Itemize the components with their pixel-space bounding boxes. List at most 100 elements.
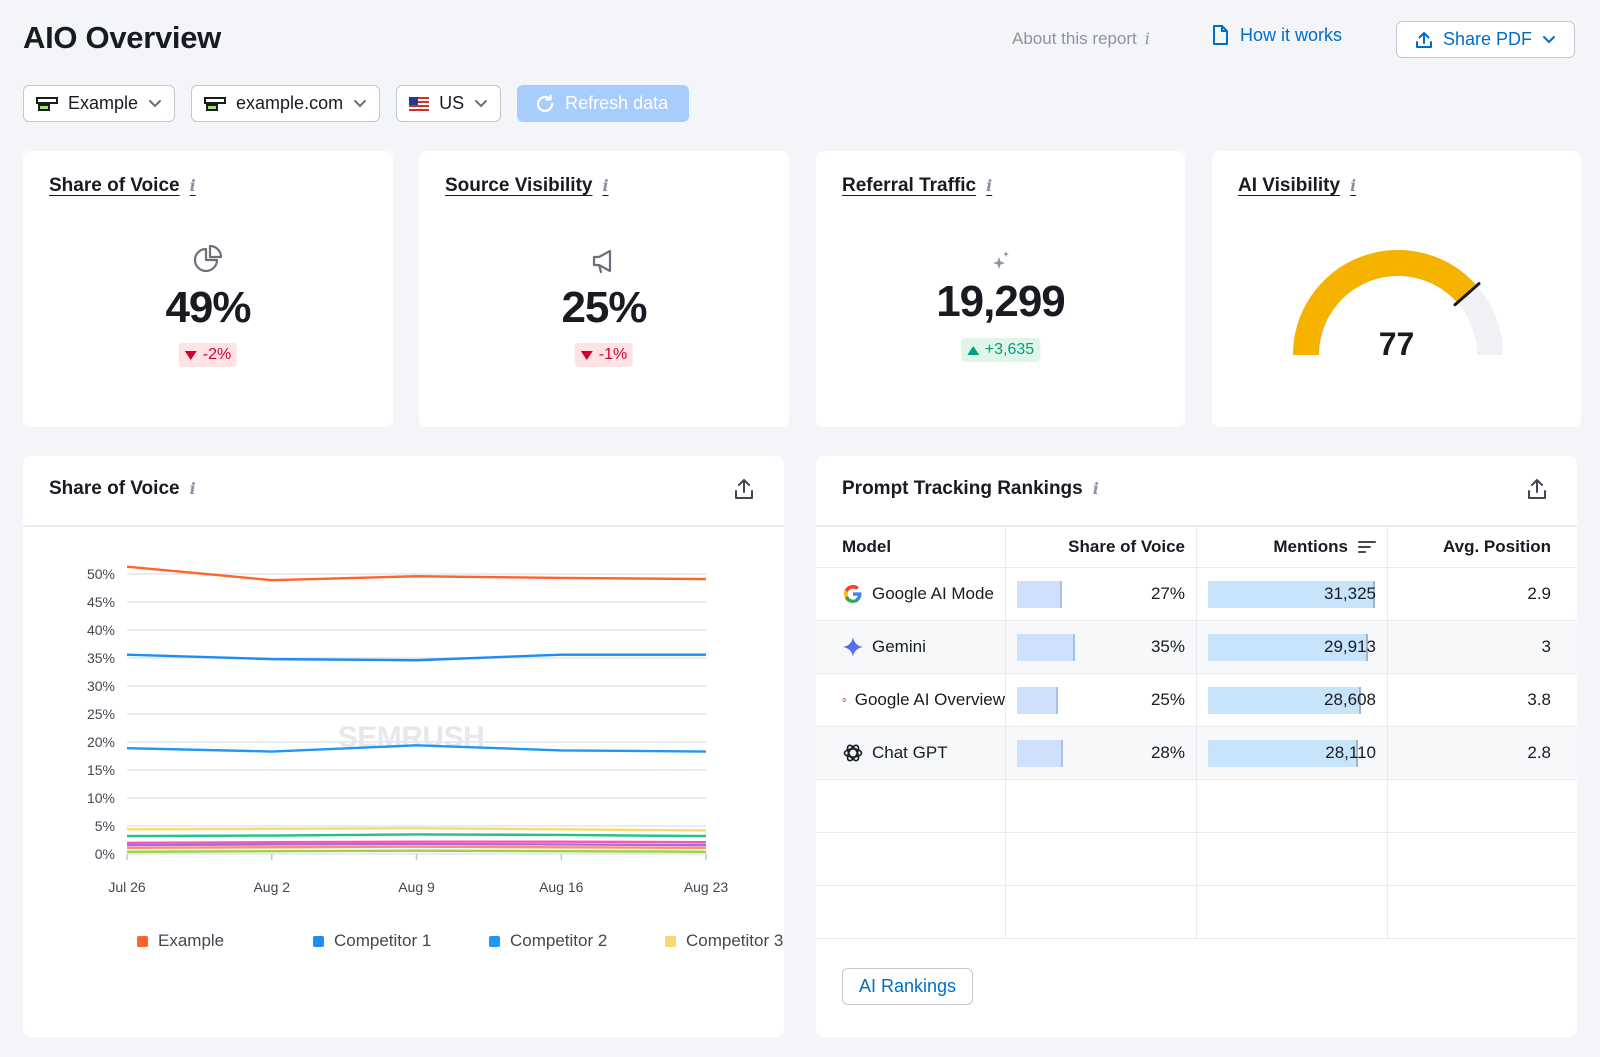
- panel-divider: [23, 525, 784, 527]
- sov-value: 25%: [1150, 690, 1185, 709]
- project-select[interactable]: Example: [23, 85, 176, 122]
- series-line[interactable]: [126, 842, 707, 847]
- series-line[interactable]: [126, 845, 707, 850]
- series-line[interactable]: [126, 849, 707, 853]
- share-of-voice-panel: Share of Voice i 0% 5% 10% 15% 20% 25% 30% 35% 4…: [23, 456, 784, 1037]
- gemini-icon: [843, 637, 863, 657]
- legend-swatch: [489, 935, 500, 947]
- legend-item[interactable]: Competitor 3: [665, 931, 783, 951]
- legend-label: Competitor 3: [686, 931, 783, 950]
- referral-traffic-delta-badge: +3,635: [960, 338, 1041, 362]
- series-line[interactable]: [126, 840, 707, 844]
- table-row[interactable]: Google AI Mode 27% 31,325 2.9: [816, 568, 1577, 621]
- chevron-down-icon: [354, 99, 367, 107]
- info-icon[interactable]: i: [1092, 479, 1099, 498]
- sov-cell: 35%: [1006, 621, 1197, 673]
- table-row[interactable]: Google AI Overview 25% 28,608 3.8: [816, 674, 1577, 727]
- semrush-watermark: SEMRUSH: [338, 721, 485, 754]
- column-share-of-voice[interactable]: Share of Voice: [1006, 526, 1197, 567]
- empty-row: [816, 833, 1577, 886]
- sparkle-icon: [992, 251, 1009, 269]
- column-mentions[interactable]: Mentions: [1197, 526, 1388, 567]
- sov-bar: [1017, 634, 1075, 661]
- avg-position-value: 3: [1541, 637, 1551, 656]
- project-select-value: Example: [68, 93, 139, 113]
- referral-traffic-title-label: Referral Traffic: [842, 175, 977, 196]
- ai-visibility-gauge: [1293, 250, 1503, 356]
- legend-label: Competitor 2: [510, 931, 608, 950]
- filter-bar: Example example.com US Refresh data: [23, 85, 690, 122]
- sov-value: 35%: [1150, 637, 1185, 656]
- x-tick-label: Aug 23: [684, 879, 729, 895]
- share-of-voice-title-label: Share of Voice: [49, 175, 180, 196]
- table-row[interactable]: Chat GPT 28% 28,110 2.8: [816, 727, 1577, 780]
- about-report-link[interactable]: About this report i: [1012, 29, 1150, 49]
- y-tick-label: 20%: [87, 734, 115, 750]
- domain-select-value: example.com: [236, 93, 344, 113]
- legend-label: Competitor 1: [334, 931, 432, 950]
- info-icon[interactable]: i: [1350, 176, 1357, 195]
- series-line[interactable]: [126, 833, 707, 838]
- chevron-down-icon: [1543, 35, 1556, 43]
- source-visibility-delta: -1%: [598, 346, 628, 363]
- y-tick-label: 15%: [87, 762, 115, 778]
- share-pdf-label: Share PDF: [1442, 29, 1533, 49]
- share-pdf-button[interactable]: Share PDF: [1396, 21, 1575, 58]
- sov-value: 27%: [1150, 584, 1185, 603]
- referral-traffic-title[interactable]: Referral Traffic i: [842, 175, 992, 197]
- series-line[interactable]: [126, 565, 707, 582]
- mentions-cell: 31,325: [1197, 568, 1388, 620]
- y-tick-label: 5%: [95, 818, 115, 834]
- series-line[interactable]: [126, 653, 706, 662]
- ai-rankings-button[interactable]: AI Rankings: [842, 968, 974, 1005]
- sov-cell: 28%: [1006, 727, 1197, 779]
- google-icon: [844, 585, 862, 603]
- mentions-bar-marker: [1359, 687, 1361, 714]
- legend-item[interactable]: Example: [137, 931, 224, 951]
- referral-traffic-card: Referral Traffic i 19,299 +3,635: [816, 151, 1185, 427]
- sort-icon[interactable]: [1358, 540, 1376, 554]
- info-icon[interactable]: i: [986, 176, 993, 195]
- source-visibility-title[interactable]: Source Visibility i: [445, 175, 609, 197]
- x-tick-label: Aug 2: [253, 879, 290, 895]
- y-tick-label: 50%: [87, 566, 115, 582]
- info-icon[interactable]: i: [602, 176, 609, 195]
- y-tick-label: 10%: [87, 790, 115, 806]
- gauge-fill: [1293, 250, 1477, 356]
- sov-bar: [1017, 581, 1062, 608]
- country-select[interactable]: US: [396, 85, 502, 122]
- table-header: Model Share of Voice Mentions Avg. Posit…: [816, 526, 1577, 568]
- series-line[interactable]: [126, 827, 707, 832]
- share-of-voice-title[interactable]: Share of Voice i: [49, 175, 196, 197]
- share-of-voice-card: Share of Voice i 49% -2%: [23, 151, 393, 427]
- model-cell: Gemini: [816, 621, 1006, 673]
- ai-visibility-title[interactable]: AI Visibility i: [1238, 175, 1356, 197]
- column-model[interactable]: Model: [816, 526, 1006, 567]
- how-it-works-link[interactable]: How it works: [1212, 25, 1342, 46]
- column-avg-position[interactable]: Avg. Position: [1443, 536, 1551, 556]
- export-icon[interactable]: [1526, 478, 1548, 500]
- chart-legend: Example Competitor 1 Competitor 2 Competito…: [23, 931, 783, 955]
- refresh-data-button[interactable]: Refresh data: [517, 85, 690, 122]
- y-tick-label: 30%: [87, 678, 115, 694]
- mentions-bar: [1208, 740, 1356, 767]
- mentions-value: 28,110: [1325, 743, 1376, 762]
- share-of-voice-delta: -2%: [202, 346, 232, 363]
- mentions-bar: [1208, 634, 1366, 661]
- info-icon[interactable]: i: [189, 479, 196, 498]
- legend-label: Example: [158, 931, 225, 950]
- legend-item[interactable]: Competitor 1: [313, 931, 431, 951]
- series-line[interactable]: [126, 744, 707, 753]
- table-row[interactable]: Gemini 35% 29,913 3: [816, 621, 1577, 674]
- domain-select[interactable]: example.com: [191, 85, 381, 122]
- model-name: Gemini: [872, 637, 926, 656]
- info-icon[interactable]: i: [189, 176, 196, 195]
- avg-position-value: 2.8: [1527, 743, 1551, 762]
- export-icon[interactable]: [733, 478, 755, 500]
- mentions-cell: 28,608: [1197, 674, 1388, 726]
- model-cell: Chat GPT: [816, 727, 1006, 779]
- us-flag-icon: [409, 96, 430, 111]
- sov-bar: [1017, 740, 1063, 767]
- legend-item[interactable]: Competitor 2: [489, 931, 607, 951]
- ai-visibility-title-label: AI Visibility: [1238, 175, 1341, 196]
